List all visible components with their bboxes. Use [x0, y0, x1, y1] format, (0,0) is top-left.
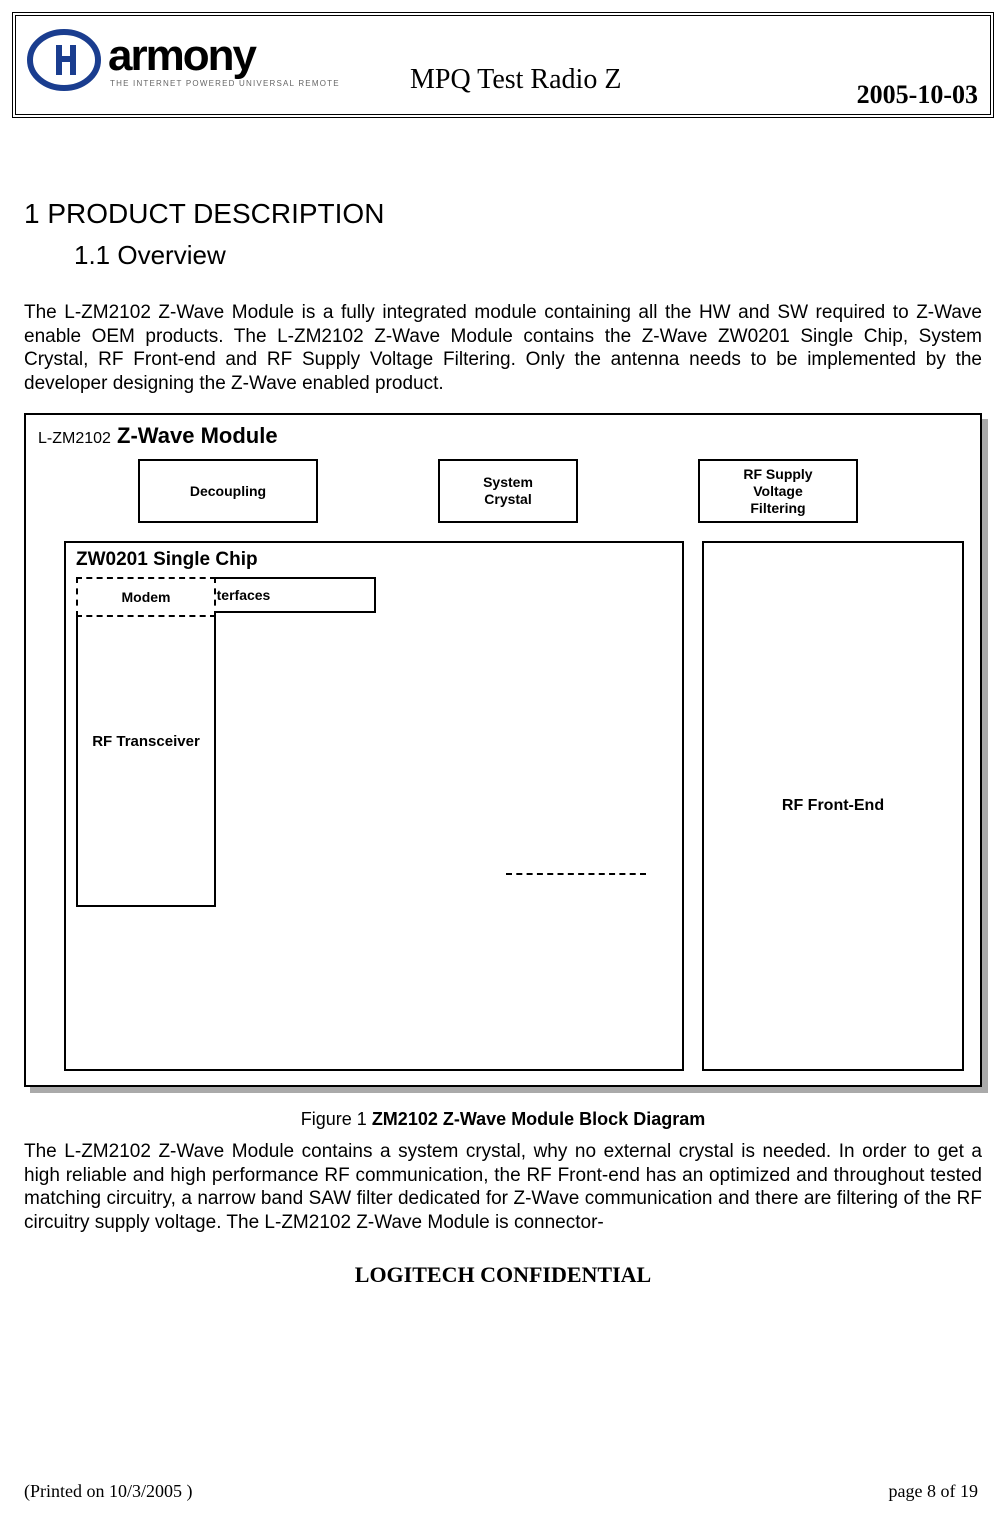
modem-box: Modem [76, 577, 216, 617]
harmony-logo: armony THE INTERNET POWERED UNIVERSAL RE… [26, 22, 396, 100]
footer-row: (Printed on 10/3/2005 ) page 8 of 19 [0, 1475, 1006, 1512]
page-number: page 8 of 19 [889, 1481, 978, 1502]
heading-2: 1.1 Overview [74, 240, 982, 271]
page-content: 1 PRODUCT DESCRIPTION 1.1 Overview The L… [0, 198, 1006, 1288]
chip-grid: 32K bytes Flash Memory Z-Wave SW API and… [76, 577, 672, 1057]
main-row: ZW0201 Single Chip 32K bytes Flash Memor… [38, 541, 968, 1071]
rf-transceiver-box: RF Transceiver [76, 577, 216, 907]
decoupling-box: Decoupling [138, 459, 318, 523]
diagram-container: L-ZM2102 Z-Wave Module Decoupling System… [24, 413, 982, 1087]
page-header-frame: armony THE INTERNET POWERED UNIVERSAL RE… [12, 12, 994, 118]
svg-text:armony: armony [108, 31, 257, 80]
chip-title: ZW0201 Single Chip [76, 549, 672, 571]
zwave-module-diagram: L-ZM2102 Z-Wave Module Decoupling System… [24, 413, 982, 1087]
svg-text:THE INTERNET POWERED UNIVERSAL: THE INTERNET POWERED UNIVERSAL REMOTE [110, 79, 340, 88]
document-title: MPQ Test Radio Z [410, 64, 621, 96]
overview-paragraph-2: The L-ZM2102 Z-Wave Module contains a sy… [24, 1140, 982, 1234]
logo-row: armony THE INTERNET POWERED UNIVERSAL RE… [26, 22, 980, 100]
overview-paragraph-1: The L-ZM2102 Z-Wave Module is a fully in… [24, 301, 982, 395]
rf-frontend-box: RF Front-End [702, 541, 964, 1071]
single-chip-frame: ZW0201 Single Chip 32K bytes Flash Memor… [64, 541, 684, 1071]
caption-prefix: Figure 1 [301, 1109, 372, 1129]
confidential-label: LOGITECH CONFIDENTIAL [24, 1262, 982, 1288]
top-row: Decoupling System Crystal RF Supply Volt… [38, 449, 968, 541]
module-prefix: L-ZM2102 [38, 430, 111, 447]
caption-bold: ZM2102 Z-Wave Module Block Diagram [372, 1109, 705, 1129]
heading-1: 1 PRODUCT DESCRIPTION [24, 198, 982, 230]
figure-caption: Figure 1 ZM2102 Z-Wave Module Block Diag… [24, 1109, 982, 1130]
system-crystal-box: System Crystal [438, 459, 578, 523]
dash-divider [506, 873, 646, 875]
rf-supply-box: RF Supply Voltage Filtering [698, 459, 858, 523]
printed-date: (Printed on 10/3/2005 ) [24, 1481, 193, 1502]
document-date: 2005-10-03 [857, 80, 978, 110]
module-title: L-ZM2102 Z-Wave Module [38, 423, 968, 449]
module-label: Z-Wave Module [117, 423, 278, 448]
